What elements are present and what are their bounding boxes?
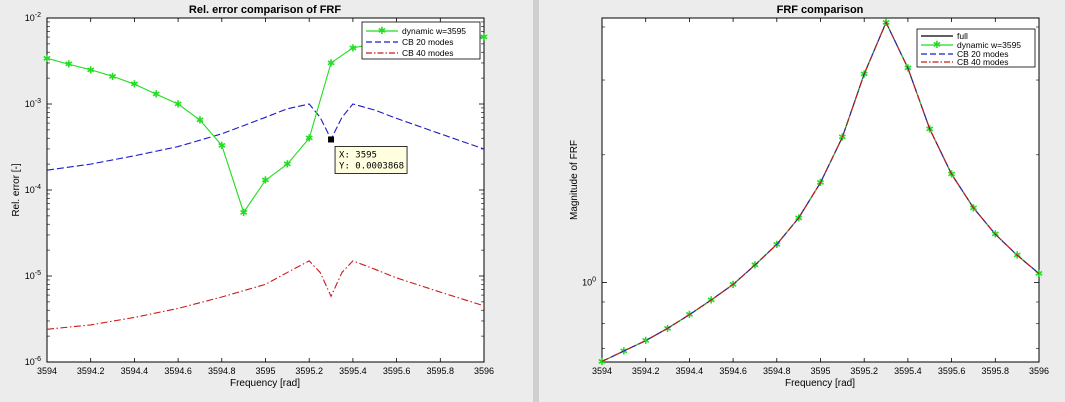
x-tick-label: 3594.8 (763, 366, 791, 376)
data-point-star: ✱ (261, 176, 269, 187)
data-point-star: ✱ (480, 33, 488, 44)
data-point-star: ✱ (305, 134, 313, 145)
data-point-star: ✱ (87, 65, 95, 76)
y-tick-label: 10-2 (25, 12, 41, 23)
x-tick-label: 3594.4 (121, 366, 149, 376)
x-tick-label: 3596 (474, 366, 494, 376)
rel-error-x-ticks: 3594 3594.2 3594.4 3594.6 3594.8 3595 3595.2 35… (37, 18, 494, 376)
rel-error-y-axis-label: Rel. error [-] (11, 163, 22, 217)
y-tick-label: 10-6 (25, 356, 41, 367)
frf-legend: full ✱ dynamic w=3595 CB 20 modes CB 40 … (916, 28, 1036, 68)
data-point-star: ✱ (152, 90, 160, 101)
rel-error-chart-title: Rel. error comparison of FRF (189, 4, 341, 16)
x-tick-label: 3595.2 (295, 366, 323, 376)
x-tick-label: 3594.6 (719, 366, 747, 376)
data-point-star: ✱ (685, 310, 693, 321)
legend-cb40-label: CB 40 modes (402, 48, 454, 58)
data-point-star: ✱ (991, 230, 999, 241)
data-point-star: ✱ (773, 240, 781, 251)
figure-divider (533, 0, 539, 402)
y-tick-label: 10-5 (25, 270, 41, 281)
legend-full-label: full (957, 31, 968, 41)
frf-comparison-chart: FRF comparison Frequency [rad] Magnitude… (569, 4, 1049, 389)
x-tick-label: 3594.4 (676, 366, 704, 376)
data-point-star: ✱ (794, 213, 802, 224)
x-tick-label: 3595.2 (850, 366, 878, 376)
series-line-cb-40-modes (602, 21, 1039, 362)
series-line-cb-20-modes (47, 103, 484, 171)
frf-axes-area (601, 17, 1040, 363)
data-point-star: ✱ (196, 116, 204, 127)
data-point-star: ✱ (218, 141, 226, 152)
x-tick-label: 3595 (810, 366, 830, 376)
x-tick-label: 3596 (1029, 366, 1049, 376)
x-tick-label: 3595.8 (982, 366, 1010, 376)
rel-error-x-axis-label: Frequency [rad] (230, 378, 300, 389)
data-point-star: ✱ (663, 324, 671, 335)
frf-y-ticks: 100 (582, 26, 1039, 349)
rel-error-legend: ✱ dynamic w=3595 CB 20 modes CB 40 modes (361, 21, 481, 60)
data-point-star: ✱ (174, 100, 182, 111)
data-point-star: ✱ (283, 160, 291, 171)
data-point-star: ✱ (327, 58, 335, 69)
y-tick-label: 10-4 (25, 184, 41, 195)
frf-x-axis-label: Frequency [rad] (785, 378, 855, 389)
x-tick-label: 3595.4 (339, 366, 367, 376)
x-tick-label: 3594 (37, 366, 57, 376)
rel-error-y-ticks: 10-2 10-3 10-4 10-5 10-6 (25, 12, 484, 367)
data-point-star: ✱ (969, 203, 977, 214)
x-tick-label: 3595.8 (427, 366, 455, 376)
data-point-star: ✱ (620, 346, 628, 357)
data-point-star: ✱ (1013, 251, 1021, 262)
datatip-y-text: Y: 0.0003868 (339, 161, 404, 171)
x-tick-label: 3595.4 (894, 366, 922, 376)
datatip-marker[interactable] (328, 136, 335, 143)
frf-y-axis-label: Magnitude of FRF (569, 140, 580, 220)
x-tick-label: 3595.6 (383, 366, 411, 376)
x-tick-label: 3594.2 (77, 366, 105, 376)
x-tick-label: 3594.2 (632, 366, 660, 376)
rel-error-axes-area (46, 17, 485, 363)
data-point-star: ✱ (598, 357, 606, 368)
data-point-star: ✱ (729, 280, 737, 291)
frf-x-ticks: 3594 3594.2 3594.4 3594.6 3594.8 3595 3595.2 35… (592, 18, 1049, 376)
legend-dynamic-label-2: dynamic w=3595 (957, 40, 1021, 50)
legend-dynamic-star-2: ✱ (933, 40, 941, 51)
legend-dynamic-label: dynamic w=3595 (402, 26, 466, 36)
x-tick-label: 3594.6 (164, 366, 192, 376)
data-point-star: ✱ (1035, 269, 1043, 280)
frf-legend-box (916, 28, 1036, 68)
legend-dynamic-star: ✱ (378, 26, 386, 37)
y-tick-label: 100 (582, 277, 596, 288)
legend-cb20-label-2: CB 20 modes (957, 49, 1009, 59)
x-tick-label: 3594.8 (208, 366, 236, 376)
data-point-star: ✱ (751, 261, 759, 272)
datatip[interactable]: X: 3595 Y: 0.0003868 (328, 136, 408, 174)
series-line-cb-40-modes (47, 260, 484, 330)
legend-cb20-label: CB 20 modes (402, 37, 454, 47)
datatip-x-text: X: 3595 (339, 150, 377, 160)
data-point-star: ✱ (43, 54, 51, 65)
data-point-star: ✱ (65, 60, 73, 71)
data-point-star: ✱ (239, 208, 247, 219)
y-tick-label: 10-3 (25, 98, 41, 109)
x-tick-label: 3594 (592, 366, 612, 376)
frf-series: ✱✱✱✱✱✱✱✱✱✱✱✱✱✱✱✱✱✱✱✱✱ (598, 18, 1043, 368)
data-point-star: ✱ (130, 80, 138, 91)
legend-cb40-label-2: CB 40 modes (957, 57, 1009, 67)
datatip-box (334, 146, 408, 174)
frf-chart-title: FRF comparison (777, 4, 864, 16)
data-point-star: ✱ (108, 72, 116, 83)
data-point-star: ✱ (349, 43, 357, 54)
x-tick-label: 3595.6 (938, 366, 966, 376)
data-point-star: ✱ (642, 336, 650, 347)
rel-error-chart: Rel. error comparison of FRF Frequency [… (11, 4, 494, 389)
x-tick-label: 3595 (255, 366, 275, 376)
data-point-star: ✱ (707, 295, 715, 306)
